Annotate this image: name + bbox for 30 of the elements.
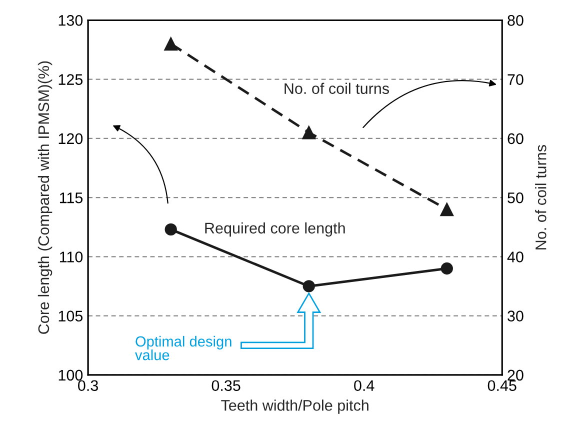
y-axis-title: Core length (Compared with IPMSM)(%)	[38, 61, 52, 334]
y2-tick-label: 30	[508, 310, 524, 322]
y2-tick-label: 60	[508, 133, 524, 144]
y-tick-label: 130	[58, 15, 83, 26]
point	[302, 280, 315, 292]
y-tick-label: 110	[60, 252, 83, 262]
point	[440, 262, 453, 275]
annotation: Optimal design value	[135, 336, 232, 360]
x-axis-title: Teeth width/Pole pitch	[221, 400, 368, 414]
y-tick-label: 100	[58, 370, 83, 381]
point	[440, 202, 454, 216]
y2-tick-label: 50	[508, 192, 524, 204]
y-tick-label: 105	[58, 310, 83, 322]
series-label: Required core length	[205, 222, 345, 237]
y-tick-label: 125	[58, 74, 83, 85]
x-tick-label: 0.3	[78, 380, 98, 392]
y2-tick-label: 70	[508, 74, 524, 85]
y2-tick-label: 20	[508, 370, 524, 381]
y2-tick-label: 80	[508, 15, 524, 26]
point	[164, 37, 178, 51]
y2-axis-title: No. of coil turns	[535, 145, 546, 250]
series-label: No. of coil turns	[284, 82, 390, 94]
point	[302, 126, 316, 140]
point	[164, 223, 177, 236]
x-tick-label: 0.35	[212, 380, 240, 392]
y2-tick-label: 40	[507, 252, 524, 262]
x-tick-label: 0.45	[488, 380, 516, 392]
y-tick-label: 120	[58, 133, 83, 144]
x-tick-label: 0.4	[354, 380, 374, 392]
y-tick-label: 115	[60, 192, 83, 204]
